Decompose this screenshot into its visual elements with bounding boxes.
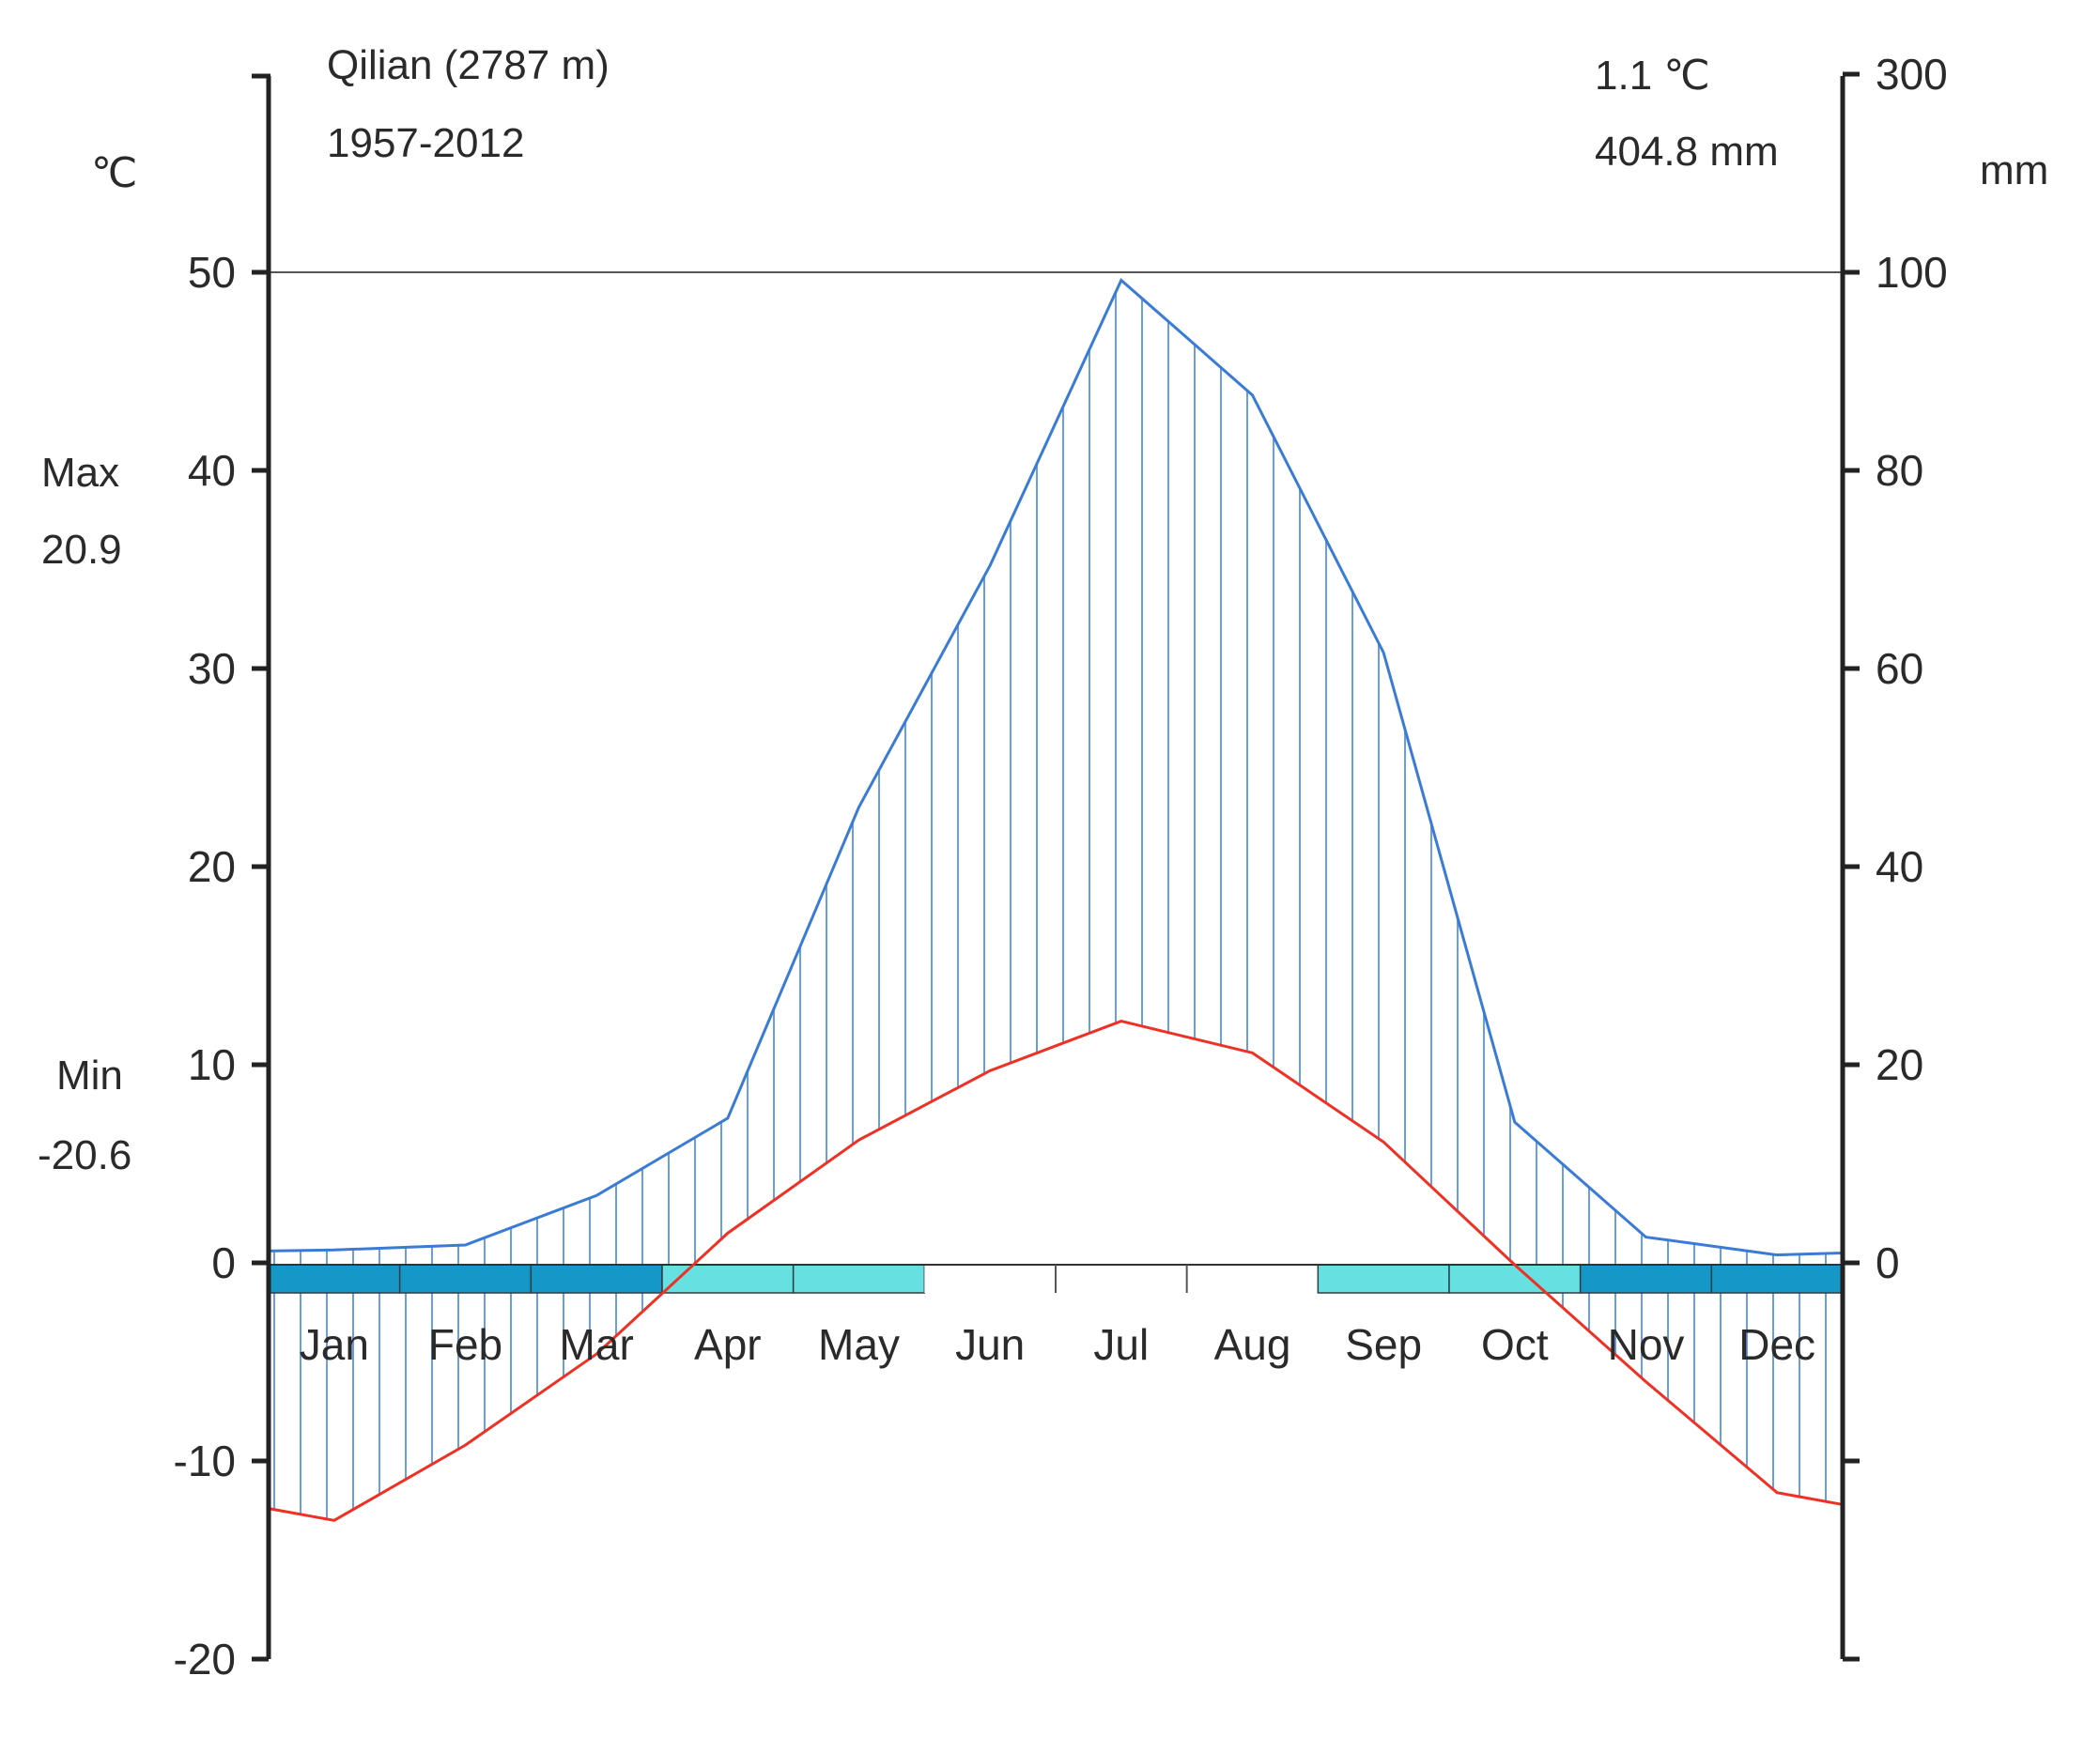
left-axis-tick-label: 0 bbox=[211, 1238, 236, 1287]
month-label-aug: Aug bbox=[1214, 1320, 1291, 1369]
month-label-jul: Jul bbox=[1093, 1320, 1149, 1369]
month-label-oct: Oct bbox=[1481, 1320, 1549, 1369]
right-axis-tick-label: 80 bbox=[1876, 446, 1923, 495]
frost-bar-aug bbox=[1186, 1265, 1319, 1293]
left-axis-tick-label: -20 bbox=[174, 1635, 236, 1683]
left-axis-tick-label: 30 bbox=[188, 644, 236, 693]
frost-bar-sep bbox=[1317, 1264, 1450, 1294]
precipitation-line bbox=[268, 277, 1844, 1257]
left-axis-tick-label: 50 bbox=[188, 248, 236, 297]
min-label: Min bbox=[56, 1053, 123, 1099]
frost-bar-jul bbox=[1056, 1265, 1187, 1293]
month-label-mar: Mar bbox=[560, 1320, 634, 1369]
mean-temperature-label: 1.1 ℃ bbox=[1595, 53, 1710, 99]
left-axis-tick-label: 40 bbox=[188, 446, 236, 495]
frost-bar-feb bbox=[398, 1264, 533, 1294]
month-label-dec: Dec bbox=[1738, 1320, 1815, 1369]
plot-area: Jan Feb Mar Apr May Jun Jul Aug Sep Oct Nov Dec-20-… bbox=[174, 50, 1948, 1683]
frost-bars bbox=[268, 1264, 1844, 1294]
period-label: 1957-2012 bbox=[327, 120, 524, 166]
frost-bar-mar bbox=[530, 1264, 663, 1294]
annual-precipitation-label: 404.8 mm bbox=[1595, 129, 1779, 175]
left-axis-tick-label: 20 bbox=[188, 842, 236, 891]
month-label-feb: Feb bbox=[428, 1320, 502, 1369]
right-axis-tick-label: 0 bbox=[1876, 1238, 1900, 1287]
right-axis: 0 20 40 60 80 100 300 bbox=[1840, 50, 1948, 1662]
temperature-line bbox=[268, 1020, 1844, 1522]
left-axis-tick-label: -10 bbox=[174, 1437, 236, 1485]
right-axis-tick-label: 100 bbox=[1876, 248, 1948, 297]
frost-bar-jun bbox=[924, 1265, 1056, 1293]
frost-bar-oct bbox=[1448, 1264, 1582, 1294]
month-label-sep: Sep bbox=[1345, 1320, 1422, 1369]
month-label-jan: Jan bbox=[300, 1320, 369, 1369]
left-axis-tick-label: 10 bbox=[188, 1040, 236, 1089]
right-unit-label: mm bbox=[1980, 147, 2048, 193]
month-label-may: May bbox=[818, 1320, 900, 1369]
frost-bar-may bbox=[792, 1264, 926, 1294]
right-axis-tick-label: 40 bbox=[1876, 842, 1923, 891]
right-axis-tick-label: 300 bbox=[1876, 50, 1948, 99]
frost-bar-nov bbox=[1579, 1264, 1713, 1294]
frost-bar-jan bbox=[268, 1264, 401, 1294]
max-value: 20.9 bbox=[41, 527, 122, 573]
month-label-nov: Nov bbox=[1608, 1320, 1685, 1369]
right-axis-tick-label: 60 bbox=[1876, 644, 1923, 693]
max-label: Max bbox=[41, 450, 119, 496]
month-label-apr: Apr bbox=[694, 1320, 762, 1369]
frost-bar-apr bbox=[661, 1264, 795, 1294]
right-axis-tick-label: 20 bbox=[1876, 1040, 1923, 1089]
station-name: Qilian (2787 m) bbox=[327, 42, 610, 88]
min-value: -20.6 bbox=[38, 1132, 131, 1178]
month-label-jun: Jun bbox=[955, 1320, 1025, 1369]
frost-bar-dec bbox=[1710, 1264, 1844, 1294]
left-axis: -20 -10 0 10 20 30 40 50 bbox=[174, 73, 271, 1683]
month-labels: Jan Feb Mar Apr May Jun Jul Aug Sep Oct Nov Dec bbox=[300, 1320, 1815, 1369]
left-unit-label: ℃ bbox=[91, 150, 137, 196]
